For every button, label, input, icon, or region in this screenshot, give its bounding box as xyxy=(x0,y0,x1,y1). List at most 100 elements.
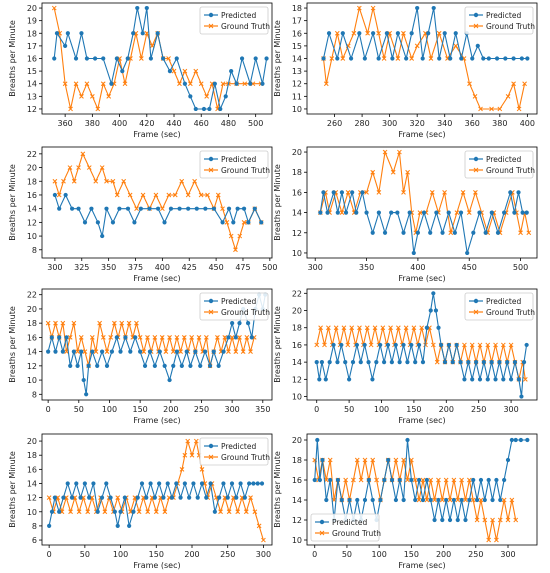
ground-truth-point xyxy=(68,509,73,515)
ground-truth-point xyxy=(71,178,77,184)
predicted-point xyxy=(475,43,480,48)
predicted-point xyxy=(194,206,199,211)
legend-box xyxy=(199,292,269,321)
x-tick-label: 475 xyxy=(235,263,250,272)
predicted-point xyxy=(458,360,463,365)
x-tick-label: 0 xyxy=(312,550,317,559)
ground-truth-point xyxy=(261,537,266,543)
y-tick-label: 10 xyxy=(292,249,302,258)
predicted-point xyxy=(148,56,153,61)
predicted-point xyxy=(75,363,80,368)
predicted-point xyxy=(171,363,176,368)
predicted-point xyxy=(234,495,239,500)
predicted-point xyxy=(520,210,525,215)
legend: Predicted Ground Truth xyxy=(199,6,270,35)
ground_truth-line xyxy=(322,5,526,110)
ground-truth-point xyxy=(240,349,246,354)
predicted-point xyxy=(69,495,75,500)
legend-marker xyxy=(473,167,479,173)
predicted-point xyxy=(82,220,88,225)
predicted-point xyxy=(318,210,323,215)
ground-truth-point xyxy=(522,376,528,382)
predicted-point xyxy=(144,5,149,11)
ground-truth-point xyxy=(67,165,73,170)
x-tick-label: 260 xyxy=(327,119,342,128)
y-tick-label: 17 xyxy=(292,17,302,26)
y-tick-label: 20 xyxy=(27,437,37,446)
x-tick-label: 340 xyxy=(437,119,452,128)
y-tick-label: 10 xyxy=(292,536,302,545)
predicted-point xyxy=(348,56,354,61)
predicted-point xyxy=(216,363,221,368)
predicted-point xyxy=(76,206,81,211)
x-tick-label: 300 xyxy=(382,119,397,128)
ground-truth-point xyxy=(224,220,230,225)
ground-truth-point xyxy=(104,178,109,184)
ground-truth-point xyxy=(376,190,382,195)
ground-truth-point xyxy=(462,342,467,348)
predicted-point xyxy=(92,56,98,61)
ground-truth-point xyxy=(215,335,220,340)
predicted-line xyxy=(316,293,528,397)
ground-truth-point xyxy=(482,517,488,523)
ground-truth-point xyxy=(390,169,396,175)
ground_truth-line xyxy=(54,152,262,252)
x-tick-label: 100 xyxy=(113,550,128,559)
legend-label-ground-truth: Ground Truth xyxy=(486,166,535,175)
predicted-point xyxy=(259,481,265,486)
predicted-point xyxy=(494,56,500,61)
legend-label-predicted: Predicted xyxy=(332,518,367,527)
y-tick-label: 18 xyxy=(292,456,302,465)
ground-truth-point xyxy=(171,68,177,74)
ground-truth-point xyxy=(68,106,73,112)
predicted-point xyxy=(525,56,530,61)
predicted-series xyxy=(47,481,265,529)
predicted-point xyxy=(381,360,387,365)
predicted-point xyxy=(355,497,360,503)
x-tick-label: 200 xyxy=(439,405,454,414)
predicted-point xyxy=(193,106,198,112)
predicted-point xyxy=(428,230,433,235)
ground-truth-point xyxy=(473,190,478,195)
ground-truth-point xyxy=(356,5,362,11)
y-tick-label: 14 xyxy=(27,348,37,357)
ground-truth-point xyxy=(500,342,506,348)
ground-truth-point xyxy=(455,497,461,503)
ground-truth-point xyxy=(56,192,62,198)
predicted-point xyxy=(147,206,152,211)
predicted-point xyxy=(415,5,420,11)
predicted-point xyxy=(393,497,399,503)
y-tick-label: 15 xyxy=(292,42,302,51)
predicted-point xyxy=(362,56,367,61)
predicted-point xyxy=(253,56,258,61)
predicted-point xyxy=(165,481,170,486)
predicted-point xyxy=(182,481,187,486)
predicted-point xyxy=(489,360,494,365)
subplot-3: 300 325 350 375 400 425 450 475 500 8 10 12 14 16 18 20… xyxy=(8,146,277,283)
predicted-point xyxy=(524,342,529,348)
legend-marker xyxy=(473,298,479,304)
predicted-point xyxy=(104,206,109,211)
y-tick-label: 18 xyxy=(292,168,302,177)
predicted-point xyxy=(71,349,76,354)
predicted-point xyxy=(393,342,398,348)
ground-truth-point xyxy=(100,81,106,87)
predicted-point xyxy=(139,481,145,486)
ground-truth-point xyxy=(187,81,193,87)
ground-truth-point xyxy=(340,56,346,61)
predicted-point xyxy=(409,477,414,483)
predicted-point xyxy=(117,206,122,211)
predicted-point xyxy=(401,342,406,348)
y-tick-label: 12 xyxy=(27,105,37,114)
predicted-point xyxy=(497,360,502,365)
predicted-point xyxy=(421,210,427,215)
ground-truth-point xyxy=(248,495,253,500)
predicted-point xyxy=(203,206,208,211)
y-tick-label: 14 xyxy=(27,479,37,488)
predicted-point xyxy=(459,56,464,61)
predicted-point xyxy=(238,481,243,486)
ground-truth-point xyxy=(505,93,511,99)
predicted-point xyxy=(326,31,332,36)
predicted-point xyxy=(152,363,157,368)
predicted-point xyxy=(155,31,160,36)
